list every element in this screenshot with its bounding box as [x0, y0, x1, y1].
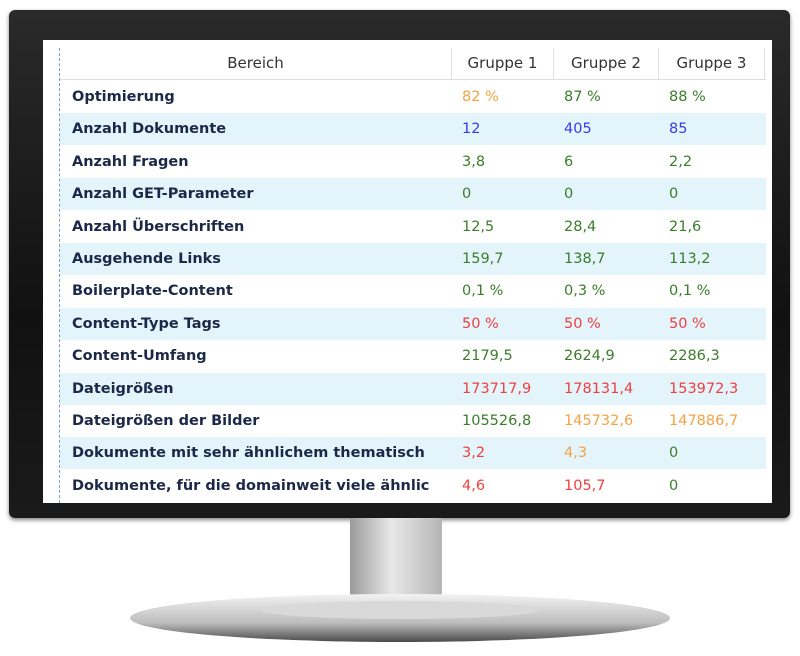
monitor-neck [350, 518, 442, 604]
row-label: Dokumente, für die domainweit viele ähnl… [72, 477, 430, 494]
cell-value: 88 % [669, 89, 706, 105]
table-row: Optimierung 82 % 87 % 88 % [60, 81, 766, 113]
cell-value: 113,2 [669, 251, 711, 267]
cell-value: 0 [669, 445, 679, 462]
column-header: Gruppe 2 [554, 48, 659, 79]
table-row: Boilerplate-Content 0,1 % 0,3 % 0,1 % [60, 275, 766, 307]
cell-value: 159,7 [462, 251, 504, 267]
table-row: Dateigrößen der Bilder 105526,8 145732,6 14… [60, 405, 766, 437]
table-row: Content-Umfang 2179,5 2624,9 2286,3 [60, 340, 766, 372]
table-row: Dokumente mit sehr ähnlichem thematisch 3… [60, 437, 766, 470]
cell-value: 28,4 [564, 218, 597, 235]
cell-value: 153972,3 [669, 380, 739, 397]
cell-value: 2286,3 [669, 348, 720, 365]
cell-value: 12,5 [462, 218, 495, 235]
cell-value: 6 [564, 153, 574, 170]
table-row: Anzahl Fragen 3,8 6 2,2 [60, 146, 766, 178]
row-label: Ausgehende Links [72, 251, 221, 267]
cell-value: 2,2 [669, 153, 693, 170]
cell-value: 147886,7 [669, 413, 739, 429]
table-row: Dateigrößen 173717,9 178131,4 153972,3 [60, 372, 766, 405]
cell-value: 50 % [669, 315, 706, 332]
cell-value: 3,2 [462, 445, 486, 462]
table-row: Anzahl Überschriften 12,5 28,4 21,6 [60, 211, 766, 243]
column-header: Gruppe 3 [659, 48, 765, 79]
cell-value: 12 [462, 121, 481, 138]
row-label: Anzahl Fragen [72, 153, 189, 170]
cell-value: 145732,6 [564, 413, 634, 429]
cell-value: 0 [462, 186, 472, 203]
cell-value: 105,7 [564, 477, 606, 494]
row-label: Anzahl GET-Parameter [72, 186, 254, 203]
row-label: Dateigrößen [72, 380, 174, 397]
cell-value: 105526,8 [462, 413, 532, 429]
row-label: Anzahl Überschriften [72, 218, 245, 235]
cell-value: 0,1 % [462, 283, 504, 300]
table-header: Bereich Gruppe 1 Gruppe 2 Gruppe 3 [60, 48, 766, 80]
cell-value: 2624,9 [564, 348, 615, 365]
monitor-base [130, 594, 670, 642]
cell-value: 178131,4 [564, 380, 634, 397]
cell-value: 0,1 % [669, 283, 711, 300]
cell-value: 138,7 [564, 251, 606, 267]
cell-value: 3,8 [462, 153, 486, 170]
cell-value: 2179,5 [462, 348, 513, 365]
table-row: Content-Type Tags 50 % 50 % 50 % [60, 307, 766, 340]
monitor-frame: Bereich Gruppe 1 Gruppe 2 Gruppe 3 Optimier… [9, 10, 790, 518]
cell-value: 85 [669, 121, 688, 138]
table-row: Ausgehende Links 159,7 138,7 113,2 [60, 243, 766, 275]
row-label: Dateigrößen der Bilder [72, 413, 260, 429]
cell-value: 0 [669, 477, 679, 494]
screen: Bereich Gruppe 1 Gruppe 2 Gruppe 3 Optimier… [43, 40, 772, 503]
row-label: Dokumente mit sehr ähnlichem thematisch [72, 445, 425, 462]
cell-value: 87 % [564, 89, 601, 105]
column-header: Gruppe 1 [452, 48, 554, 79]
table-row: Anzahl Dokumente 12 405 85 [60, 113, 766, 146]
row-label: Anzahl Dokumente [72, 121, 227, 138]
cell-value: 50 % [564, 315, 601, 332]
cell-value: 0,3 % [564, 283, 606, 300]
row-label: Optimierung [72, 89, 175, 105]
column-header: Bereich [60, 48, 452, 79]
cell-value: 4,3 [564, 445, 588, 462]
cell-value: 50 % [462, 315, 499, 332]
cell-value: 4,6 [462, 477, 486, 494]
base-highlight [260, 601, 540, 619]
cell-value: 0 [669, 186, 679, 203]
cell-value: 0 [564, 186, 574, 203]
row-label: Boilerplate-Content [72, 283, 233, 300]
cell-value: 405 [564, 121, 592, 138]
table-row: Dokumente, für die domainweit viele ähnl… [60, 470, 766, 502]
table: Bereich Gruppe 1 Gruppe 2 Gruppe 3 Optimier… [59, 48, 766, 503]
cell-value: 82 % [462, 89, 499, 105]
table-row: Anzahl GET-Parameter 0 0 0 [60, 178, 766, 211]
cell-value: 21,6 [669, 218, 702, 235]
cell-value: 173717,9 [462, 380, 532, 397]
row-label: Content-Type Tags [72, 315, 221, 332]
row-label: Content-Umfang [72, 348, 207, 365]
